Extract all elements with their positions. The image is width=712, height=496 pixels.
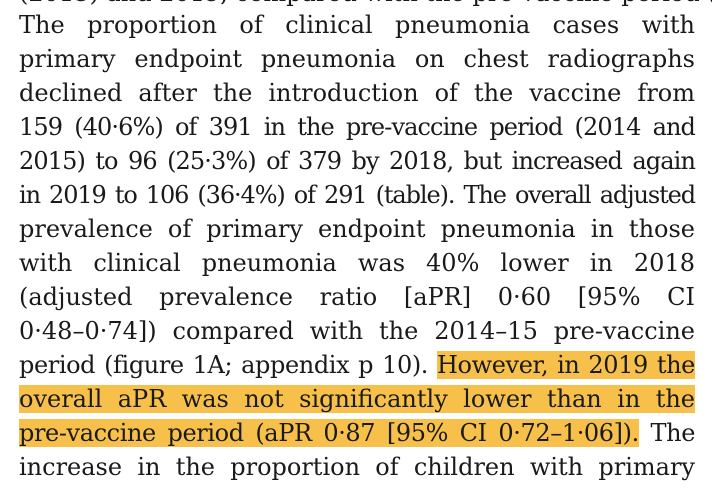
text-line-6: in 2019 to 106 (36·4%) of 291 (table). T… [19, 181, 696, 209]
text-line-13-suffix: The [650, 419, 696, 447]
highlighted-text: overall aPR was not significantly lower … [19, 385, 695, 413]
text-line-11: period (figure 1A; appendix p 10). Howev… [19, 348, 695, 382]
text-line-14: increase in the proportion of children w… [19, 453, 695, 481]
text-line-4: 159 (40·6%) of 391 in the pre-vaccine pe… [19, 113, 696, 141]
text-line-13: pre-vaccine period (aPR 0·87 [95% CI 0·7… [19, 416, 695, 450]
text-line-2: primary endpoint pneumonia on chest radi… [19, 45, 695, 73]
text-line-9: (adjusted prevalence ratio [aPR] 0·60 [9… [19, 283, 695, 311]
text-line-12: overall aPR was not significantly lower … [19, 382, 695, 416]
text-line-3: declined after the introduction of the v… [19, 79, 695, 107]
text-line-1: The proportion of clinical pneumonia cas… [19, 11, 695, 39]
text-line-clipped: (2015) and 2019, compared with the pre-v… [19, 0, 712, 10]
highlighted-text: pre-vaccine period (aPR 0·87 [95% CI 0·7… [19, 419, 639, 447]
text-line-7: prevalence of primary endpoint pneumonia… [19, 215, 695, 243]
highlighted-text: However, in 2019 the [437, 351, 695, 379]
text-line-10: 0·48–0·74]) compared with the 2014–15 pr… [19, 317, 695, 345]
text-line-5: 2015) to 96 (25·3%) of 379 by 2018, but … [19, 147, 696, 175]
text-line-11-prefix: period (figure 1A; appendix p 10). [19, 351, 429, 379]
text-line-8: with clinical pneumonia was 40% lower in… [19, 249, 695, 277]
